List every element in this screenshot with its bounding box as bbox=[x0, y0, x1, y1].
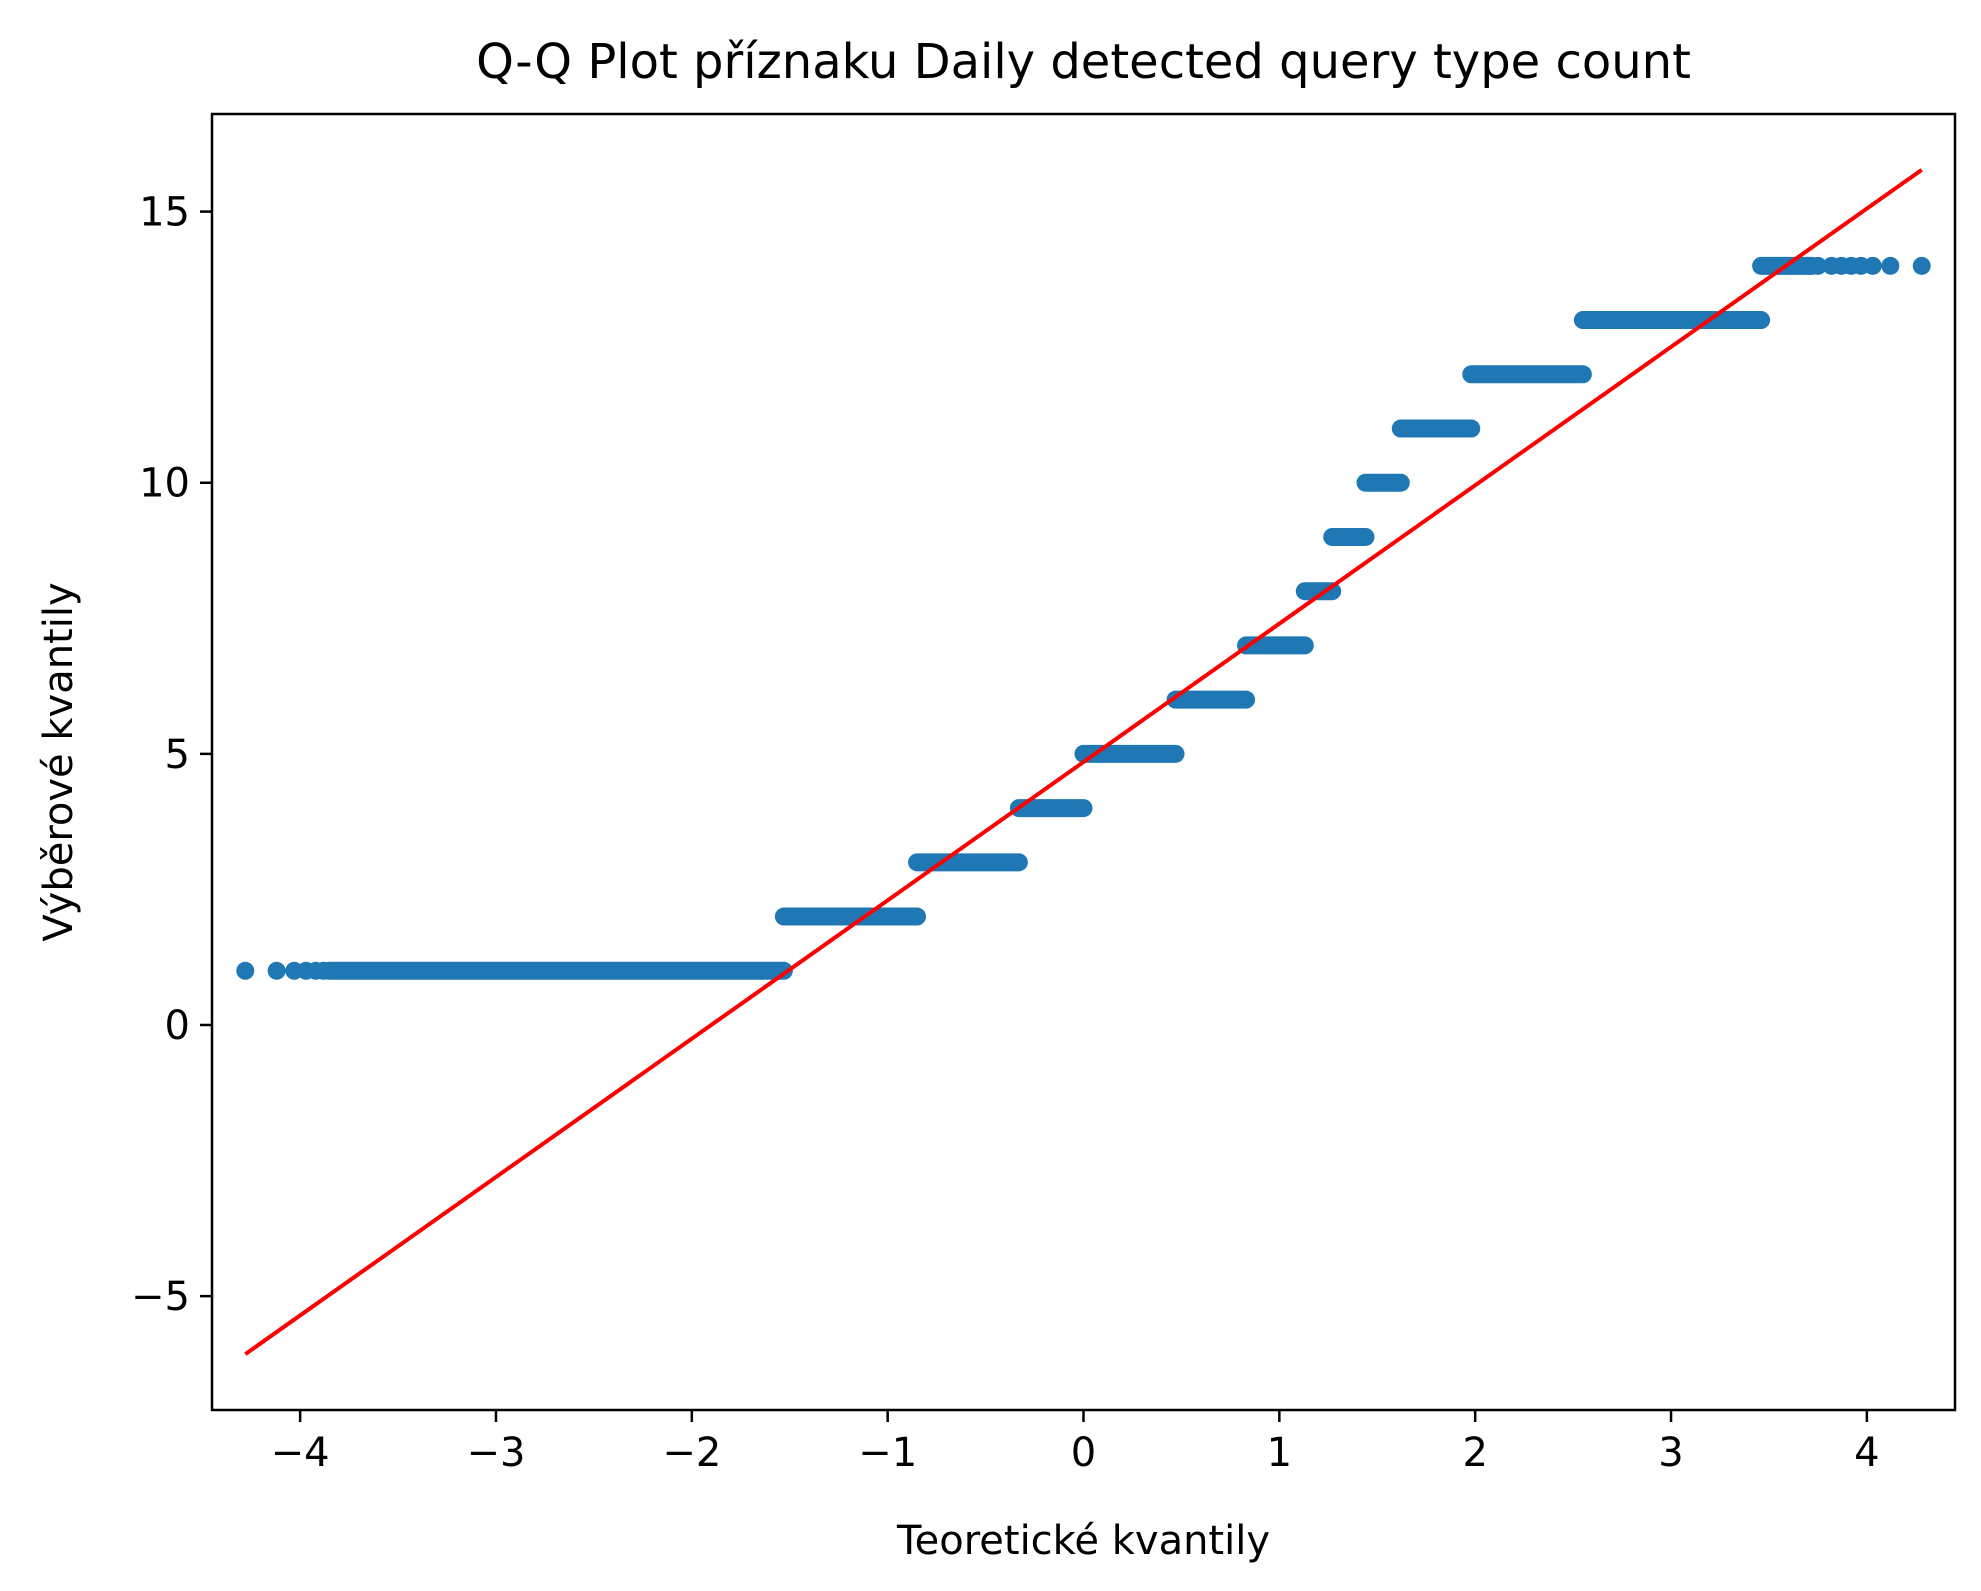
data-marks bbox=[236, 168, 1931, 1356]
x-tick-label: 3 bbox=[1658, 1430, 1683, 1476]
x-tick-label: 1 bbox=[1267, 1430, 1292, 1476]
y-tick-label: 10 bbox=[139, 461, 190, 507]
x-tick-label: 0 bbox=[1071, 1430, 1096, 1476]
qq-point bbox=[1881, 256, 1900, 275]
y-tick-label: −5 bbox=[131, 1274, 190, 1320]
x-tick-label: −3 bbox=[466, 1430, 525, 1476]
x-axis-ticks: −4 −3 −2 −1 0 1 2 3 4 bbox=[271, 1410, 1880, 1476]
y-tick-label: 5 bbox=[165, 732, 190, 778]
x-tick-label: −4 bbox=[271, 1430, 330, 1476]
chart-title: Q-Q Plot příznaku Daily detected query t… bbox=[476, 34, 1691, 90]
qq-point bbox=[236, 961, 255, 980]
x-tick-label: 2 bbox=[1462, 1430, 1487, 1476]
x-tick-label: 4 bbox=[1854, 1430, 1879, 1476]
reference-line bbox=[244, 168, 1923, 1356]
y-tick-label: 15 bbox=[139, 190, 190, 236]
y-tick-label: 0 bbox=[165, 1003, 190, 1049]
y-axis-title: Výběrové kvantily bbox=[36, 582, 82, 941]
qq-point bbox=[1808, 256, 1827, 275]
x-tick-label: −1 bbox=[858, 1430, 917, 1476]
x-tick-label: −2 bbox=[662, 1430, 721, 1476]
qq-point bbox=[1912, 256, 1931, 275]
x-axis-title: Teoretické kvantily bbox=[896, 1518, 1270, 1564]
qq-point bbox=[267, 961, 286, 980]
qq-point bbox=[1863, 256, 1882, 275]
qq-point bbox=[314, 961, 333, 980]
y-axis-ticks: −5 0 5 10 15 bbox=[131, 190, 212, 1320]
